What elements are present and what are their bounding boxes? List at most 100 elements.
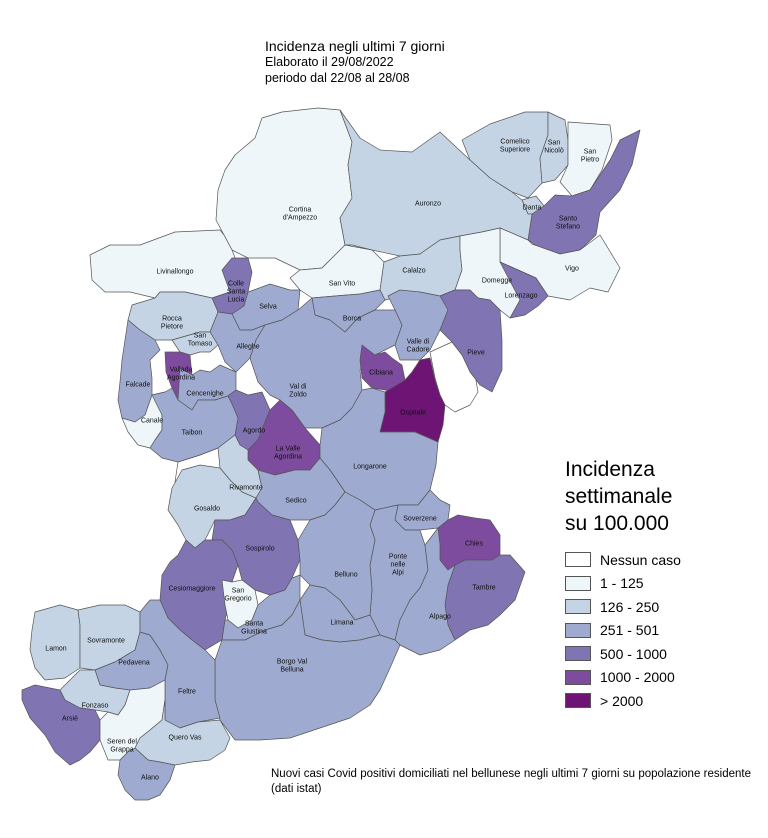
region-label-san-tomaso: San Tomaso xyxy=(188,333,213,348)
region-taibon xyxy=(149,387,239,463)
region-label-cortina-d-ampezzo: Cortina d'Ampezzo xyxy=(283,207,318,222)
region-label-ponte-nelle-alpi: Ponte nelle Alpi xyxy=(389,554,407,577)
region-label-domegge: Domegge xyxy=(482,278,512,285)
region-label-san-vito: San Vito xyxy=(329,281,355,288)
region-label-taibon: Taibon xyxy=(182,430,203,437)
region-label-livinallongo: Livinallongo xyxy=(157,269,194,276)
region-label-chies: Chies xyxy=(465,541,483,548)
region-label-rivamonte: Rivamonte xyxy=(229,485,263,492)
legend-item: 251 - 501 xyxy=(565,619,681,643)
region-label-seren-del-grappa: Seren del Grappa xyxy=(107,739,137,754)
region-label-cesiomaggiore: Cesiomaggiore xyxy=(168,586,215,593)
region-arsie xyxy=(21,684,101,766)
legend-title: Incidenza settimanale su 100.000 xyxy=(565,456,672,537)
legend-label: 251 - 501 xyxy=(600,622,660,639)
region-label-rocca-pietore: Rocca Pietore xyxy=(161,316,183,331)
legend-label: 500 - 1000 xyxy=(600,645,667,662)
region-label-cibiana: Cibiana xyxy=(369,370,393,377)
region-label-san-gregorio: San Gregorio xyxy=(224,588,251,603)
region-label-sospirolo: Sospirolo xyxy=(245,546,274,553)
legend-item: 500 - 1000 xyxy=(565,642,681,666)
region-cortina-d-ampezzo xyxy=(215,107,353,271)
region-label-santa-giustina: Santa Giustina xyxy=(241,621,267,636)
region-lorenzago xyxy=(499,261,549,319)
region-livinallongo xyxy=(89,229,241,299)
legend-label: 1000 - 2000 xyxy=(600,669,675,686)
map-header: Incidenza negli ultimi 7 giorni Elaborat… xyxy=(265,38,445,86)
region-label-vigo: Vigo xyxy=(565,266,579,273)
region-label-feltre: Feltre xyxy=(178,689,196,696)
region-label-san-nicolo: San Nicolò xyxy=(544,140,564,155)
region-label-valle-di-cadore: Valle di Cadore xyxy=(407,339,430,354)
legend-swatch xyxy=(565,575,591,591)
region-label-borgo-val-belluna: Borgo Val Belluna xyxy=(277,659,308,674)
region-label-lamon: Lamon xyxy=(45,646,67,653)
region-label-danta: Danta xyxy=(523,205,542,212)
region-label-limana: Limana xyxy=(331,620,354,627)
region-label-tambre: Tambre xyxy=(472,585,495,592)
region-label-sovramonte: Sovramonte xyxy=(87,638,125,645)
legend-item: Nessun caso xyxy=(565,548,681,572)
region-borgo-val-belluna xyxy=(214,599,401,741)
region-label-pieve: Pieve xyxy=(467,350,485,357)
legend-label: 1 - 125 xyxy=(600,575,644,592)
legend-label: Nessun caso xyxy=(600,551,681,568)
legend-swatch xyxy=(565,599,591,615)
legend-label: > 2000 xyxy=(600,692,644,709)
region-label-soverzene: Soverzene xyxy=(403,516,437,523)
region-label-val-di-zoldo: Val di Zoldo xyxy=(289,384,307,399)
region-label-san-pietro: San Pietro xyxy=(581,149,599,164)
legend-swatch xyxy=(565,552,591,568)
legend-swatch xyxy=(565,693,591,709)
footnote: Nuovi casi Covid positivi domiciliati ne… xyxy=(271,768,751,795)
region-label-vallada-agordina: Vallada Agordina xyxy=(167,367,195,382)
region-label-canale: Canale xyxy=(141,418,163,425)
region-label-alleghe: Alleghe xyxy=(236,344,259,351)
region-alano xyxy=(117,747,176,801)
region-label-alano: Alano xyxy=(141,775,159,782)
legend-title-line: settimanale xyxy=(565,485,673,508)
region-feltre xyxy=(139,599,221,729)
legend-title-line: Incidenza xyxy=(565,458,655,481)
region-label-colle-santa-lucia: Colle Santa Lucia xyxy=(227,281,245,304)
legend-label: 126 - 250 xyxy=(600,598,660,615)
legend-item: 126 - 250 xyxy=(565,595,681,619)
region-label-selva: Selva xyxy=(259,304,277,311)
legend-item: 1 - 125 xyxy=(565,572,681,596)
region-san-nicolo xyxy=(539,111,569,184)
region-label-cencenighe: Cencenighe xyxy=(186,391,223,398)
period-range: periodo dal 22/08 al 28/08 xyxy=(265,71,410,85)
region-label-comelico-superiore: Comelico Superiore xyxy=(500,139,530,154)
region-label-lorenzago: Lorenzago xyxy=(504,293,537,300)
region-label-gosaldo: Gosaldo xyxy=(194,506,220,513)
legend-title-line: su 100.000 xyxy=(565,512,669,535)
region-label-la-valle-agordina: La Valle Agordina xyxy=(274,446,302,461)
legend-swatch xyxy=(565,646,591,662)
legend: Nessun caso 1 - 125 126 - 250 251 - 501 … xyxy=(565,548,681,713)
region-pieve xyxy=(439,289,503,393)
region-label-fonzaso: Fonzaso xyxy=(82,703,109,710)
region-label-santo-stefano: Santo Stefano xyxy=(556,216,580,231)
region-label-ospitale: Ospitale xyxy=(400,410,426,417)
legend-swatch xyxy=(565,669,591,685)
region-lamon xyxy=(29,604,81,681)
region-label-calalzo: Calalzo xyxy=(402,268,425,275)
legend-item: > 2000 xyxy=(565,689,681,713)
region-label-pedavena: Pedavena xyxy=(118,660,150,667)
region-label-alpago: Alpago xyxy=(429,614,451,621)
region-label-borca: Borca xyxy=(343,316,361,323)
region-label-auronzo: Auronzo xyxy=(415,201,441,208)
region-label-agordo: Agordo xyxy=(243,428,266,435)
region-label-arsie: Arsiè xyxy=(62,716,78,723)
region-label-quero-vas: Quero Vas xyxy=(169,735,202,742)
region-label-belluno: Belluno xyxy=(334,572,357,579)
legend-swatch xyxy=(565,622,591,638)
elaboration-date: Elaborato il 29/08/2022 xyxy=(265,55,394,69)
region-label-falcade: Falcade xyxy=(126,382,151,389)
legend-item: 1000 - 2000 xyxy=(565,666,681,690)
region-label-sedico: Sedico xyxy=(285,498,307,505)
region-tambre xyxy=(444,554,526,641)
map-title: Incidenza negli ultimi 7 giorni xyxy=(265,38,445,54)
region-label-longarone: Longarone xyxy=(353,464,387,471)
